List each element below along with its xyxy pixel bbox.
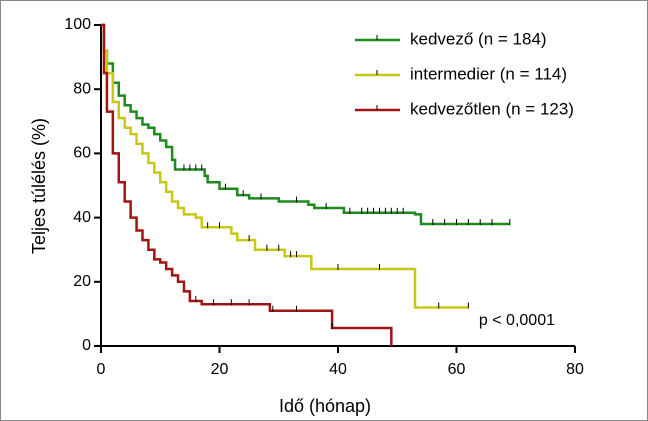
y-tick-label: 80 [73, 80, 91, 97]
y-tick-label: 20 [73, 273, 91, 290]
y-tick-label: 0 [82, 337, 91, 354]
x-tick-label: 60 [448, 361, 466, 378]
y-tick-label: 40 [73, 209, 91, 226]
y-tick-label: 60 [73, 145, 91, 162]
x-axis-label: Idő (hónap) [279, 396, 371, 416]
x-tick-label: 80 [566, 361, 584, 378]
x-tick-label: 40 [329, 361, 347, 378]
survival-curve [101, 23, 469, 309]
y-axis-label: Teljes túlélés (%) [29, 118, 49, 254]
annotation: p < 0,0001 [479, 312, 555, 329]
legend-label: intermedier (n = 114) [410, 64, 567, 83]
legend-label: kedvező (n = 184) [410, 29, 547, 48]
survival-curve [101, 23, 510, 226]
survival-curve [101, 23, 393, 346]
x-tick-label: 20 [211, 361, 229, 378]
y-tick-label: 100 [64, 16, 91, 33]
legend-label: kedvezőtlen (n = 123) [410, 99, 574, 118]
x-tick-label: 0 [97, 361, 106, 378]
